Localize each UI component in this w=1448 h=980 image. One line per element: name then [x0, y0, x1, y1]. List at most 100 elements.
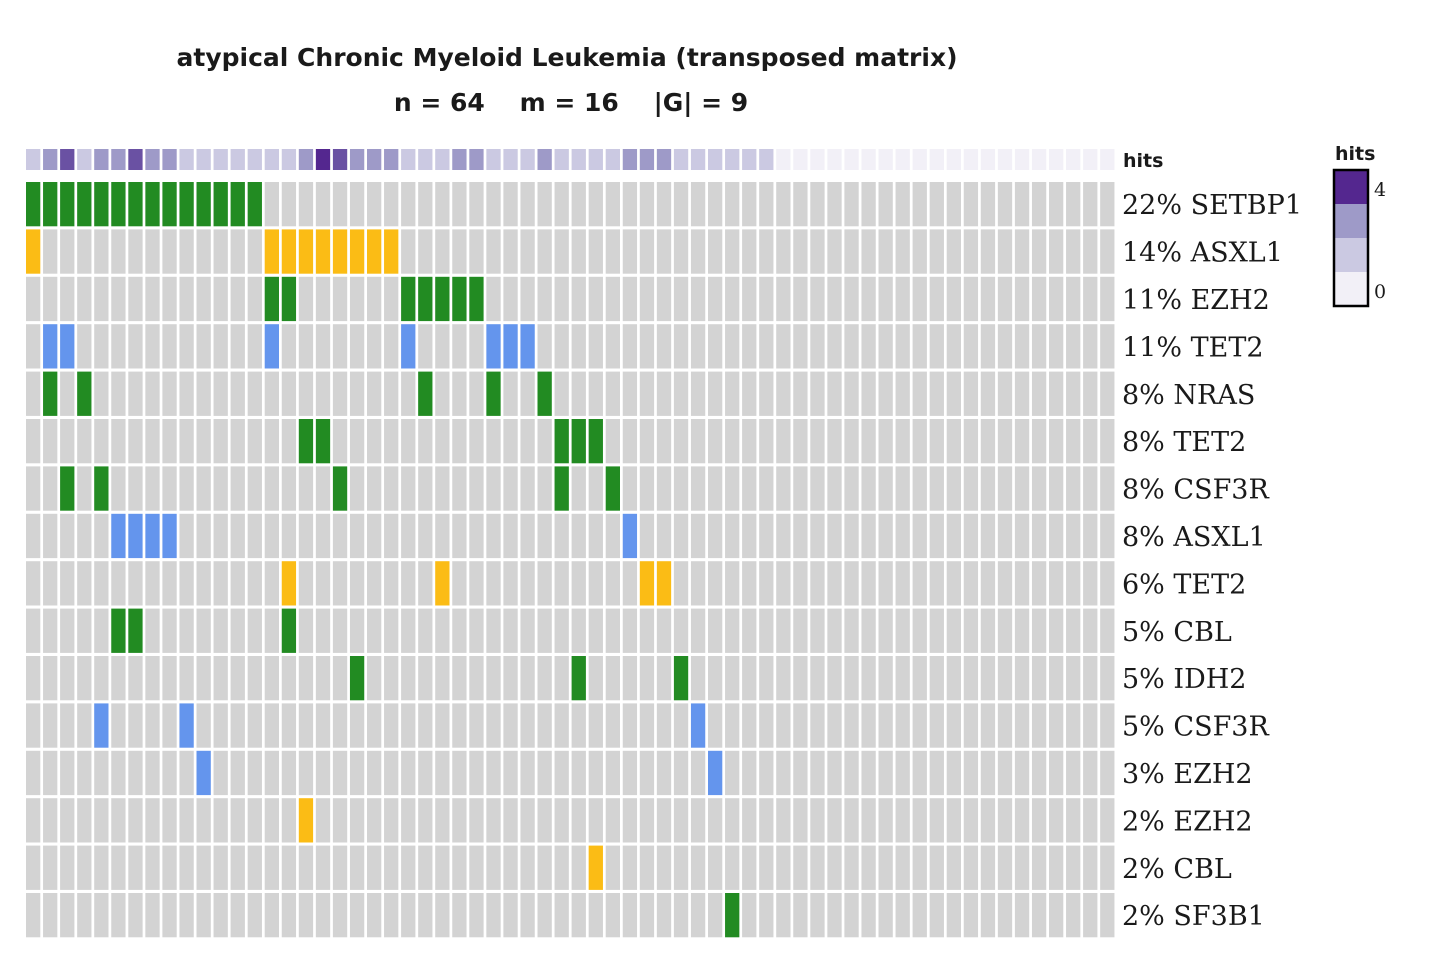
matrix-cell — [281, 845, 297, 890]
matrix-cell — [554, 750, 569, 796]
matrix-cell — [810, 750, 825, 796]
matrix-cell — [861, 845, 876, 890]
matrix-cell — [435, 419, 450, 464]
matrix-cell — [332, 608, 348, 653]
matrix-cell — [554, 182, 569, 227]
matrix-cell — [622, 656, 638, 701]
matrix-cell — [980, 466, 996, 511]
hits-cell — [827, 149, 842, 170]
matrix-cell — [929, 371, 944, 416]
matrix-cell — [946, 703, 961, 748]
matrix-cell — [247, 750, 262, 796]
hits-cell — [520, 149, 535, 170]
matrix-cell — [810, 561, 825, 606]
matrix-cell — [1066, 561, 1081, 606]
matrix-cell — [639, 229, 655, 274]
matrix-cell — [725, 466, 740, 511]
matrix-cell — [673, 229, 689, 274]
matrix-cell — [656, 276, 672, 322]
row-label: 14% ASXL1 — [1122, 238, 1283, 269]
row-label: 8% TET2 — [1122, 427, 1246, 458]
matrix-cell — [315, 561, 331, 606]
legend-title: hits — [1335, 143, 1375, 165]
matrix-cell — [673, 419, 689, 464]
matrix-cell — [60, 703, 75, 748]
matrix-cell — [349, 703, 365, 748]
matrix-cell — [213, 656, 228, 701]
matrix-cell — [298, 182, 314, 227]
matrix-cell — [605, 229, 620, 274]
matrix-cell — [145, 703, 160, 748]
matrix-cell — [94, 229, 109, 274]
matrix-cell — [690, 608, 706, 653]
matrix-cell — [1031, 608, 1047, 653]
matrix-cell — [810, 229, 825, 274]
matrix-cell — [963, 893, 979, 938]
matrix-cell — [1014, 466, 1030, 511]
matrix-cell — [725, 371, 740, 416]
matrix-cell — [315, 845, 331, 890]
alteration-cell — [128, 608, 143, 653]
matrix-cell — [963, 466, 979, 511]
matrix-cell — [315, 324, 331, 369]
matrix-cell — [776, 656, 791, 701]
matrix-cell — [639, 893, 655, 938]
alteration-cell — [179, 703, 194, 748]
matrix-cell — [912, 466, 927, 511]
matrix-cell — [435, 324, 450, 369]
matrix-cell — [929, 750, 944, 796]
matrix-cell — [435, 466, 450, 511]
hits-cell — [60, 149, 75, 170]
matrix-cell — [367, 798, 382, 843]
matrix-cell — [43, 419, 58, 464]
matrix-cell — [1100, 798, 1115, 843]
matrix-cell — [810, 656, 825, 701]
matrix-cell — [349, 513, 365, 559]
matrix-cell — [469, 229, 484, 274]
matrix-cell — [213, 229, 228, 274]
matrix-cell — [1014, 371, 1030, 416]
matrix-cell — [946, 182, 961, 227]
matrix-cell — [946, 466, 961, 511]
matrix-cell — [94, 561, 109, 606]
matrix-cell — [401, 798, 416, 843]
matrix-cell — [486, 608, 501, 653]
matrix-cell — [503, 608, 518, 653]
matrix-cell — [230, 276, 245, 322]
alteration-cell — [588, 845, 603, 890]
matrix-cell — [656, 798, 672, 843]
matrix-cell — [844, 656, 859, 701]
alteration-cell — [128, 182, 143, 227]
hits-cell — [213, 149, 228, 170]
matrix-cell — [946, 419, 961, 464]
matrix-cell — [162, 703, 177, 748]
matrix-cell — [1031, 466, 1047, 511]
matrix-cell — [844, 324, 859, 369]
matrix-cell — [537, 608, 552, 653]
matrix-cell — [230, 845, 245, 890]
matrix-cell — [111, 798, 126, 843]
matrix-cell — [247, 703, 262, 748]
matrix-cell — [418, 608, 433, 653]
matrix-cell — [929, 182, 944, 227]
matrix-cell — [230, 561, 245, 606]
matrix-cell — [384, 750, 399, 796]
matrix-cell — [878, 419, 893, 464]
matrix-cell — [725, 229, 740, 274]
matrix-cell — [861, 798, 876, 843]
matrix-cell — [384, 608, 399, 653]
matrix-cell — [349, 845, 365, 890]
alteration-cell — [281, 561, 297, 606]
matrix-cell — [196, 656, 211, 701]
matrix-cell — [247, 608, 262, 653]
matrix-cell — [878, 750, 893, 796]
matrix-cell — [264, 182, 279, 227]
matrix-cell — [639, 798, 655, 843]
matrix-cell — [622, 845, 638, 890]
matrix-cell — [537, 561, 552, 606]
matrix-cell — [1083, 324, 1098, 369]
matrix-cell — [963, 561, 979, 606]
matrix-cell — [281, 419, 297, 464]
matrix-cell — [26, 656, 41, 701]
matrix-cell — [435, 845, 450, 890]
